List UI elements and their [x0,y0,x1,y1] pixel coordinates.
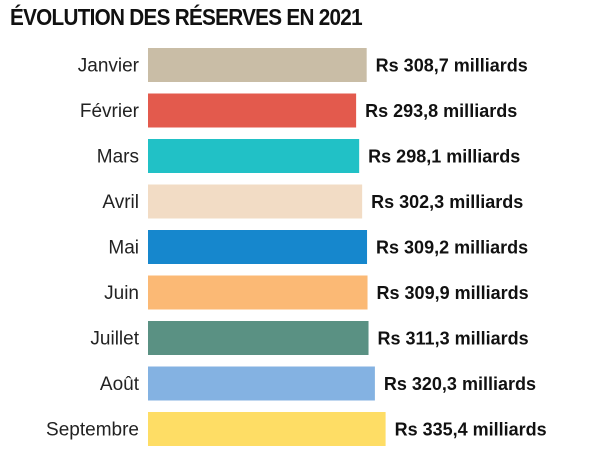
value-label: Rs 293,8 milliards [365,101,517,121]
category-label: Janvier [78,56,140,77]
value-label: Rs 320,3 milliards [384,374,536,394]
value-label: Rs 309,9 milliards [377,283,529,303]
category-label: Avril [102,192,139,213]
value-label: Rs 311,3 milliards [378,329,529,349]
bar-4 [148,230,368,264]
value-label: Rs 335,4 milliards [395,420,547,440]
category-label: Mars [97,147,139,168]
bar-2 [148,139,360,173]
chart-title: ÉVOLUTION DES RÉSERVES EN 2021 [10,4,363,30]
bar-5 [148,275,368,310]
category-label: Juin [104,283,139,304]
category-label: Septembre [46,420,139,441]
bar-8 [148,412,386,446]
bar-7 [148,366,375,401]
value-label: Rs 308,7 milliards [376,56,528,76]
category-label: Février [80,101,140,122]
value-label: Rs 302,3 milliards [371,192,523,212]
bar-6 [148,321,369,355]
value-label: Rs 309,2 milliards [376,238,528,258]
value-label: Rs 298,1 milliards [368,147,520,167]
bar-0 [148,48,367,82]
category-label: Mai [108,238,139,259]
category-label: Août [100,374,140,395]
category-label: Juillet [90,329,139,350]
bar-1 [148,93,357,128]
bar-3 [148,184,363,219]
